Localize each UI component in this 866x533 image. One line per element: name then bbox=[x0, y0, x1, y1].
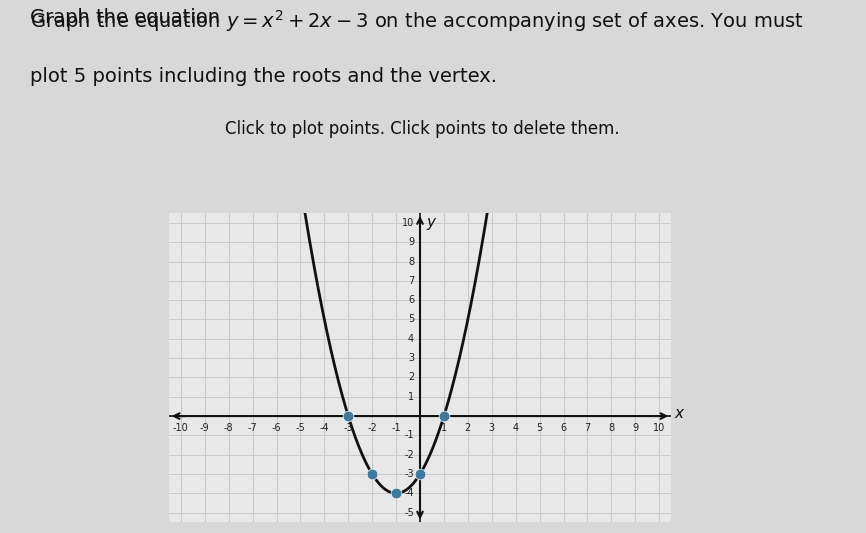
Text: plot 5 points including the roots and the vertex.: plot 5 points including the roots and th… bbox=[30, 67, 497, 86]
Text: 9: 9 bbox=[408, 237, 414, 247]
Text: 3: 3 bbox=[488, 423, 494, 433]
Text: 6: 6 bbox=[408, 295, 414, 305]
Text: -7: -7 bbox=[248, 423, 257, 433]
Text: -1: -1 bbox=[404, 430, 414, 440]
Text: x: x bbox=[675, 406, 684, 421]
Text: Graph the equation: Graph the equation bbox=[30, 8, 227, 27]
Text: -3: -3 bbox=[344, 423, 353, 433]
Text: -6: -6 bbox=[272, 423, 281, 433]
Text: -8: -8 bbox=[223, 423, 234, 433]
Point bbox=[341, 412, 355, 421]
Text: 7: 7 bbox=[408, 276, 414, 286]
Text: 8: 8 bbox=[408, 256, 414, 266]
Text: 5: 5 bbox=[536, 423, 543, 433]
Point bbox=[389, 489, 403, 498]
Text: 4: 4 bbox=[408, 334, 414, 344]
Text: -5: -5 bbox=[404, 507, 414, 518]
Text: -4: -4 bbox=[404, 488, 414, 498]
Text: 8: 8 bbox=[608, 423, 614, 433]
Text: 3: 3 bbox=[408, 353, 414, 363]
Text: -2: -2 bbox=[404, 450, 414, 460]
Point bbox=[437, 412, 451, 421]
Text: -2: -2 bbox=[367, 423, 377, 433]
Text: -3: -3 bbox=[404, 469, 414, 479]
Text: y: y bbox=[426, 215, 435, 230]
Text: 5: 5 bbox=[408, 314, 414, 325]
Point bbox=[413, 470, 427, 478]
Text: Click to plot points. Click points to delete them.: Click to plot points. Click points to de… bbox=[225, 120, 620, 138]
Text: 10: 10 bbox=[402, 218, 414, 228]
Text: 1: 1 bbox=[408, 392, 414, 402]
Text: -10: -10 bbox=[173, 423, 189, 433]
Text: 4: 4 bbox=[513, 423, 519, 433]
Text: -9: -9 bbox=[200, 423, 210, 433]
Point bbox=[365, 470, 379, 478]
Text: -4: -4 bbox=[320, 423, 329, 433]
Text: 7: 7 bbox=[585, 423, 591, 433]
Text: 2: 2 bbox=[408, 373, 414, 383]
Text: 10: 10 bbox=[653, 423, 665, 433]
Text: Graph the equation $y = x^2 + 2x - 3$ on the accompanying set of axes. You must: Graph the equation $y = x^2 + 2x - 3$ on… bbox=[30, 8, 804, 34]
Text: 9: 9 bbox=[632, 423, 638, 433]
Text: 1: 1 bbox=[441, 423, 447, 433]
Text: 6: 6 bbox=[560, 423, 566, 433]
Text: -5: -5 bbox=[295, 423, 306, 433]
Text: 2: 2 bbox=[465, 423, 471, 433]
Text: -1: -1 bbox=[391, 423, 401, 433]
